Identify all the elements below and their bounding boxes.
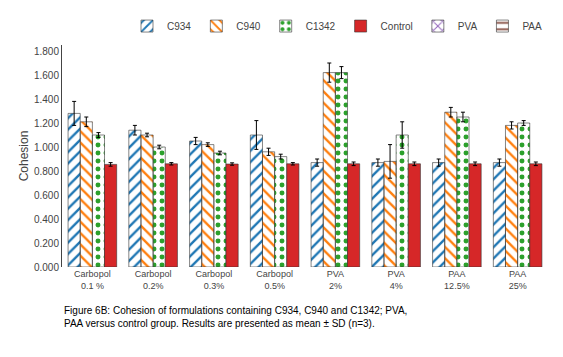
svg-text:1.200: 1.200 (34, 118, 59, 129)
svg-text:Carbopol0.2%: Carbopol0.2% (135, 269, 172, 291)
svg-text:Figure 6B: Cohesion of formula: Figure 6B: Cohesion of formulations cont… (64, 305, 407, 329)
svg-text:1.600: 1.600 (34, 70, 59, 81)
svg-text:PVA4%: PVA4% (387, 269, 404, 291)
svg-text:Carbopol0.1 %: Carbopol0.1 % (74, 269, 111, 291)
svg-text:0.400: 0.400 (34, 214, 59, 225)
svg-text:1.000: 1.000 (34, 142, 59, 153)
svg-text:PVA: PVA (458, 21, 478, 32)
svg-text:PAA12.5%: PAA12.5% (444, 269, 470, 291)
svg-text:0.200: 0.200 (34, 238, 59, 249)
svg-text:Cohesion: Cohesion (17, 131, 31, 182)
svg-text:0.600: 0.600 (34, 190, 59, 201)
svg-text:PVA2%: PVA2% (327, 269, 344, 291)
svg-text:1.400: 1.400 (34, 94, 59, 105)
svg-text:PAA25%: PAA25% (509, 269, 527, 291)
svg-text:1.800: 1.800 (34, 46, 59, 57)
svg-text:C934: C934 (167, 21, 191, 32)
svg-text:0.000: 0.000 (34, 262, 59, 273)
svg-text:Control: Control (381, 21, 413, 32)
svg-text:PAA: PAA (522, 21, 542, 32)
svg-text:Carbopol0.3%: Carbopol0.3% (196, 269, 233, 291)
svg-text:C940: C940 (236, 21, 260, 32)
svg-text:C1342: C1342 (306, 21, 336, 32)
svg-text:0.800: 0.800 (34, 166, 59, 177)
svg-text:Carbopol0.5%: Carbopol0.5% (256, 269, 293, 291)
